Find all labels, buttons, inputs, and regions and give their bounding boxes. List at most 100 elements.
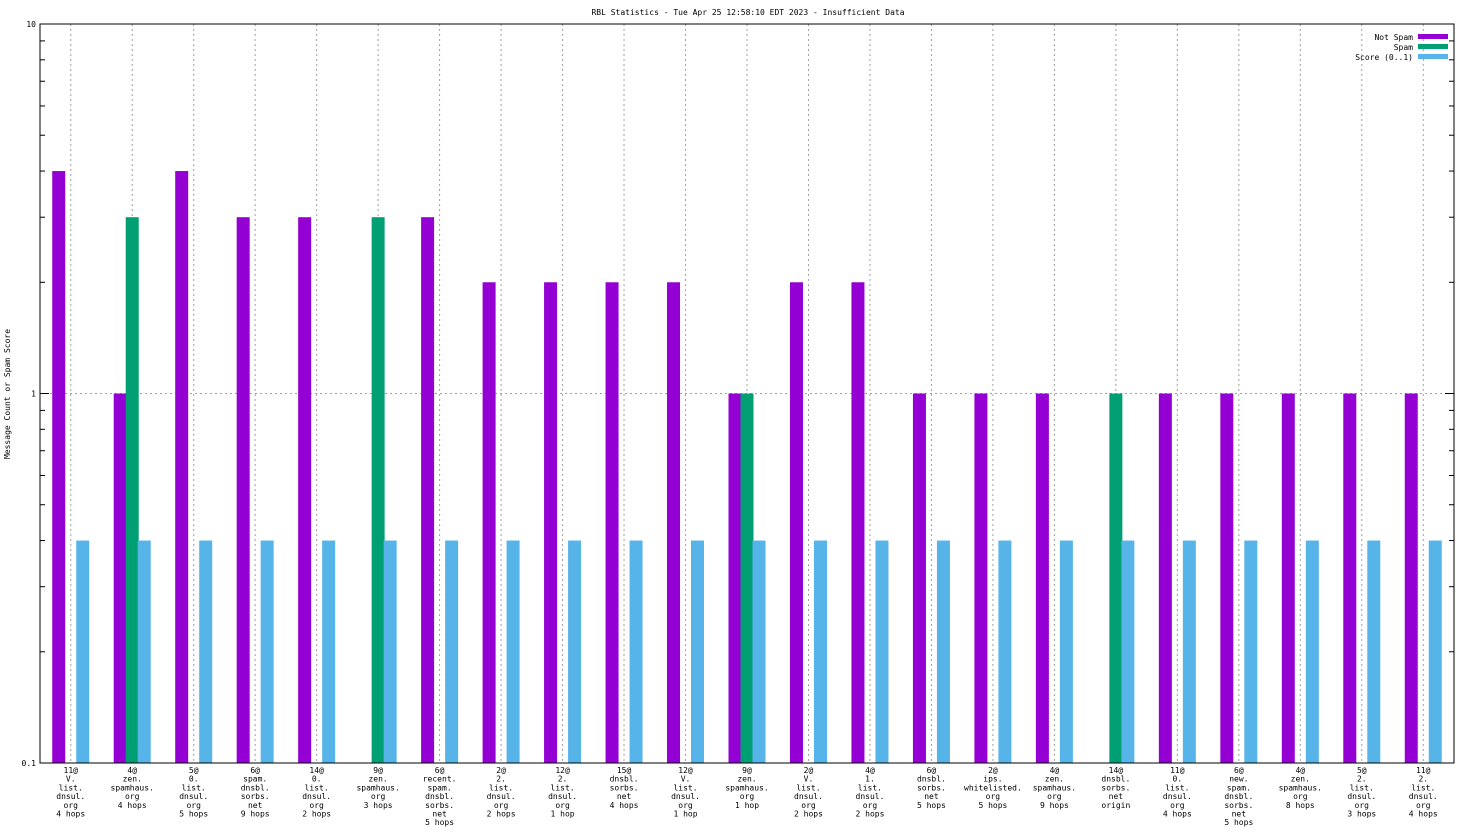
x-tick-label: 14@ 0. list. dnsul. org 2 hops (302, 766, 331, 819)
x-tick-label-line: 11@ (1170, 766, 1185, 775)
bar-score-0-1 (1367, 540, 1381, 763)
x-tick-label-line: org (863, 801, 878, 810)
x-tick-label-line: 6@ (927, 766, 937, 775)
x-tick-label-line: dnsul. (179, 792, 208, 801)
bar-not-spam (421, 217, 435, 764)
x-tick-label-line: 5 hops (978, 801, 1007, 810)
bar-score-0-1 (76, 540, 90, 763)
x-tick-label: 12@ V. list. dnsul. org 1 hop (671, 766, 700, 819)
x-tick-label: 2@ 2. list. dnsul. org 2 hops (487, 766, 516, 819)
x-tick-label-line: 5 hops (425, 818, 454, 827)
x-tick-label-line: org (555, 801, 570, 810)
bar-score-0-1 (936, 540, 950, 763)
x-tick-label-line: 2 hops (856, 810, 885, 819)
x-tick-label-line: 5@ (189, 766, 199, 775)
x-tick-label-line: 4 hops (56, 810, 85, 819)
x-tick-label-line: 1 hop (673, 810, 697, 819)
x-tick-label-line: 5@ (1357, 766, 1367, 775)
x-tick-label-line: list. (796, 783, 820, 792)
x-tick-label-line: 8 hops (1286, 801, 1315, 810)
x-tick-label-line: dnsbl. (1224, 792, 1253, 801)
x-tick-label-line: org (801, 801, 816, 810)
x-tick-label-line: 1 hop (735, 801, 759, 810)
x-tick-label-line: spamhaus. (1279, 783, 1322, 792)
x-tick-label-line: spamhaus. (111, 783, 154, 792)
x-tick-label-line: dnsul. (1409, 792, 1438, 801)
legend-label: Not Spam (1374, 33, 1413, 42)
x-tick-label-line: org (1047, 792, 1062, 801)
x-tick-label-line: net (924, 792, 939, 801)
x-tick-label-line: 14@ (309, 766, 324, 775)
x-tick-label-line: sorbs. (1101, 783, 1130, 792)
x-tick-label-line: zen. (1045, 775, 1064, 784)
x-tick-label: 2@ V. list. dnsul. org 2 hops (794, 766, 823, 819)
x-tick-label-line: 11@ (1416, 766, 1431, 775)
x-tick-label-line: sorbs. (425, 801, 454, 810)
x-tick-label-line: 2. (558, 775, 568, 784)
bar-score-0-1 (875, 540, 889, 763)
x-tick-label-line: recent. (423, 775, 457, 784)
x-tick-label-line: sorbs. (610, 783, 639, 792)
bar-not-spam (851, 282, 865, 763)
x-tick-label-line: dnsul. (56, 792, 85, 801)
legend-swatch (1418, 44, 1448, 49)
bar-not-spam (1035, 393, 1049, 763)
x-tick-label-line: list. (59, 783, 83, 792)
x-tick-label-line: 14@ (1109, 766, 1124, 775)
x-tick-label-line: list. (1411, 783, 1435, 792)
bar-score-0-1 (322, 540, 336, 763)
x-tick-label-line: whitelisted. (964, 783, 1022, 792)
bar-not-spam (974, 393, 988, 763)
x-tick-label-line: net (1109, 792, 1124, 801)
x-tick-label-line: org (186, 801, 201, 810)
x-tick-label-line: list. (182, 783, 206, 792)
x-tick-label-line: spam. (1227, 783, 1251, 792)
x-tick-label-line: dnsul. (671, 792, 700, 801)
legend-label: Spam (1394, 43, 1413, 52)
bar-score-0-1 (137, 540, 151, 763)
x-tick-label: 11@ 2. list. dnsul. org 4 hops (1409, 766, 1438, 819)
x-tick-label-line: list. (1165, 783, 1189, 792)
x-tick-label-line: 11@ (64, 766, 79, 775)
x-tick-label-line: net (432, 810, 447, 819)
bar-score-0-1 (445, 540, 459, 763)
bars-layer (52, 171, 1442, 764)
x-tick-label-line: 6@ (435, 766, 445, 775)
x-tick-label-line: 6@ (1234, 766, 1244, 775)
x-tick-label-line: org (494, 801, 509, 810)
x-tick-label: 5@ 0. list. dnsul. org 5 hops (179, 766, 208, 819)
bar-not-spam (1158, 393, 1172, 763)
x-tick-label-line: list. (305, 783, 329, 792)
legend-swatch (1418, 34, 1448, 39)
x-tick-label-line: dnsul. (856, 792, 885, 801)
x-tick-label-line: 4@ (1050, 766, 1060, 775)
x-tick-label: 12@ 2. list. dnsul. org 1 hop (548, 766, 577, 819)
x-tick-label-line: dnsbl. (1101, 775, 1130, 784)
x-tick-label-line: origin (1101, 801, 1130, 810)
x-tick-label-line: dnsul. (794, 792, 823, 801)
bar-not-spam (236, 217, 250, 764)
x-tick-label-line: 9 hops (1040, 801, 1069, 810)
x-tick-label-line: new. (1229, 775, 1248, 784)
x-tick-label-line: spamhaus. (1033, 783, 1076, 792)
x-tick-label-line: 0. (1173, 775, 1183, 784)
x-tick-label-line: list. (1350, 783, 1374, 792)
x-tick-label-line: 2@ (804, 766, 814, 775)
x-tick-label-line: 4 hops (1409, 810, 1438, 819)
x-tick-label-line: sorbs. (1224, 801, 1253, 810)
x-tick-label-line: 4 hops (1163, 810, 1192, 819)
bar-not-spam (113, 393, 127, 763)
x-tick-label-line: 3 hops (1347, 810, 1376, 819)
x-tick-label-line: 2. (1357, 775, 1367, 784)
y-tick-label: 1 (31, 390, 36, 399)
bar-score-0-1 (629, 540, 643, 763)
x-tick-label-line: dnsbl. (425, 792, 454, 801)
x-tick-label: 11@ V. list. dnsul. org 4 hops (56, 766, 85, 819)
x-tick-label-line: 4@ (865, 766, 875, 775)
bar-not-spam (1220, 393, 1234, 763)
x-tick-label-line: org (125, 792, 140, 801)
bar-not-spam (667, 282, 681, 763)
x-tick-label: 9@ zen. spamhaus. org 3 hops (356, 766, 399, 810)
x-tick-label-line: org (64, 801, 79, 810)
